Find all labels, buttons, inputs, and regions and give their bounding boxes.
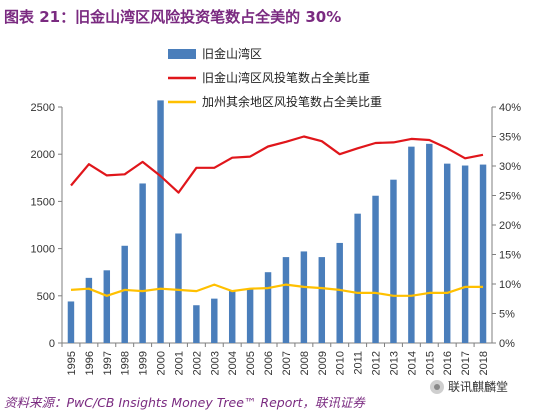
bar — [85, 277, 93, 343]
bar — [443, 163, 451, 343]
x-tick-label: 2017 — [460, 351, 472, 375]
bar — [282, 257, 290, 343]
x-tick-label: 1998 — [120, 351, 132, 375]
x-tick-label: 1999 — [138, 351, 150, 375]
y-right-tick-label: 30% — [499, 161, 521, 173]
x-tick-label: 2006 — [263, 351, 275, 375]
bar — [372, 195, 379, 343]
x-tick-label: 2003 — [209, 351, 221, 375]
bar — [193, 305, 200, 343]
x-tick-label: 1996 — [84, 351, 96, 375]
y-left-tick-label: 2000 — [31, 149, 55, 161]
bar-series — [67, 100, 487, 343]
watermark: 联讯麒麟堂 — [430, 378, 508, 395]
x-tick-label: 2005 — [245, 351, 257, 375]
y-right-tick-label: 20% — [499, 220, 521, 232]
x-tick-label: 2013 — [388, 351, 400, 375]
bar — [103, 270, 111, 343]
legend-label: 加州其余地区风投笔数占全美比重 — [202, 94, 382, 109]
axes: 0 500 1000 1500 2000 2500 0% 5% 10% 15% 20% 25% 30% 3… — [31, 102, 522, 375]
x-tick-label: 2004 — [227, 351, 239, 375]
bar — [228, 290, 236, 343]
bar — [426, 143, 433, 343]
chart-title: 图表 21：旧金山湾区风险投资笔数占全美的 30% — [4, 8, 342, 26]
bar — [157, 100, 164, 343]
legend-swatch-bar — [168, 49, 196, 59]
ca-share-line — [70, 283, 483, 297]
y-right-tick-label: 5% — [499, 309, 515, 321]
y-left-tick-label: 0 — [49, 338, 55, 350]
y-right-tick-label: 10% — [499, 279, 521, 291]
legend-label: 旧金山湾区风投笔数占全美比重 — [202, 70, 370, 85]
x-tick-label: 2009 — [317, 351, 329, 375]
y-left-tick-label: 1500 — [31, 196, 55, 208]
y-right-tick-label: 15% — [499, 250, 521, 262]
x-tick-label: 2000 — [156, 351, 168, 375]
x-tick-label: 2002 — [191, 351, 203, 375]
y-right-tick-label: 0% — [499, 338, 515, 350]
bar — [67, 301, 75, 343]
bar — [300, 251, 308, 343]
wechat-icon — [430, 379, 444, 394]
line-series — [70, 135, 484, 297]
bar — [408, 146, 415, 343]
bar — [390, 179, 397, 343]
bar — [479, 164, 487, 343]
x-tick-label: 1997 — [102, 351, 114, 375]
y-left-tick-label: 2500 — [31, 102, 55, 114]
x-tick-label: 1995 — [66, 351, 78, 375]
y-right-tick-label: 35% — [499, 132, 521, 144]
y-left-tick-label: 500 — [37, 291, 55, 303]
x-tick-label: 2001 — [173, 351, 185, 375]
watermark-text: 联讯麒麟堂 — [448, 380, 509, 394]
x-tick-label: 2008 — [299, 351, 311, 375]
bar — [175, 233, 182, 343]
bar — [264, 272, 272, 343]
x-tick-label: 2007 — [281, 351, 293, 375]
legend-label: 旧金山湾区 — [202, 46, 262, 61]
bar — [336, 242, 343, 343]
source-note: 资料来源：PwC/CB Insights Money Tree™ Report，… — [4, 395, 365, 410]
bar — [121, 245, 128, 343]
x-tick-label: 2010 — [335, 351, 347, 375]
bar — [211, 298, 218, 343]
bar — [318, 257, 326, 343]
x-tick-label: 2014 — [406, 351, 418, 375]
y-right-tick-label: 40% — [499, 102, 521, 114]
bar — [354, 213, 361, 343]
y-right-tick-label: 25% — [499, 191, 521, 203]
x-tick-label: 2011 — [353, 351, 365, 375]
sf-share-line — [70, 135, 484, 194]
x-tick-label: 2018 — [478, 351, 490, 375]
bar — [139, 183, 146, 343]
x-tick-label: 2012 — [371, 351, 383, 375]
bar — [461, 165, 469, 343]
x-tick-label: 2015 — [424, 351, 436, 375]
y-left-tick-label: 1000 — [31, 244, 55, 256]
bar — [246, 289, 254, 343]
x-tick-label: 2016 — [442, 351, 454, 375]
